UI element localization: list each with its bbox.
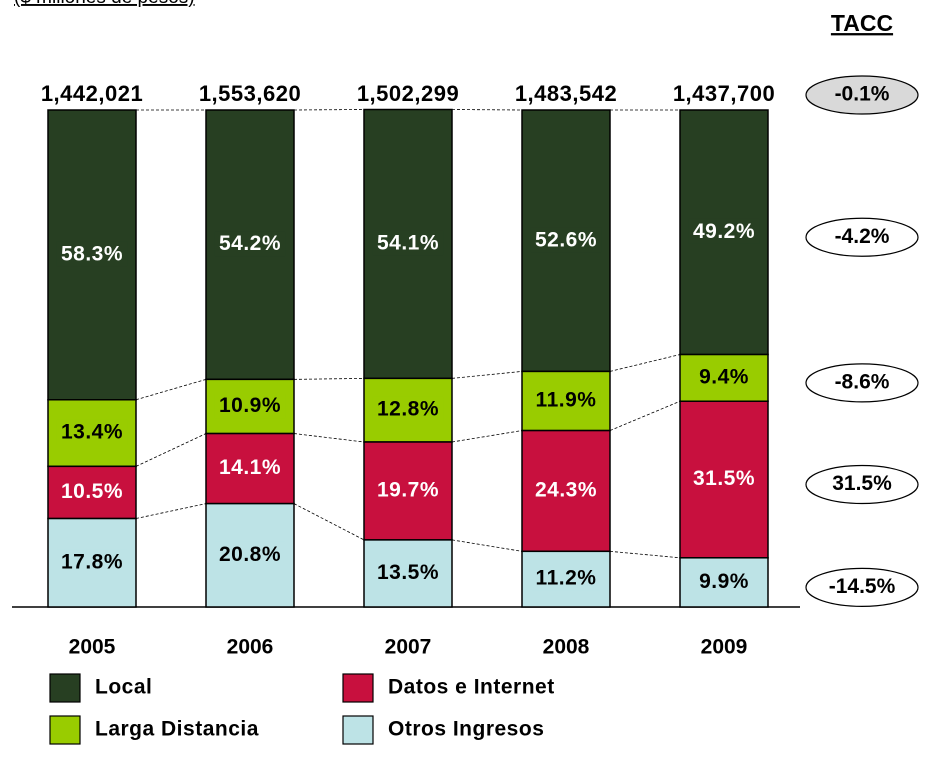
total-label: 1,442,021 [41,81,143,106]
data-label: 13.5% [377,561,439,584]
data-label: 24.3% [535,478,597,501]
legend-label: Larga Distancia [95,718,259,741]
data-label: 10.9% [219,394,281,417]
data-label: 9.9% [699,570,749,593]
connector [136,379,206,399]
data-label: 19.7% [377,478,439,501]
data-label: 13.4% [61,421,123,444]
data-label: 49.2% [693,220,755,243]
subtitle: ($ millones de pesos) [14,0,195,8]
data-label: 12.8% [377,398,439,421]
legend-swatch [343,674,373,702]
connector [610,401,680,430]
legend-swatch [50,716,80,744]
connector [294,504,364,540]
connector [136,504,206,519]
legend-label: Datos e Internet [388,676,555,699]
tacc-label: 31.5% [832,472,892,495]
connector [452,540,522,551]
data-label: 54.1% [377,231,439,254]
legend-swatch [50,674,80,702]
tacc-label: -0.1% [835,83,890,106]
connector [294,378,364,379]
data-label: 11.9% [536,389,597,412]
legend-label: Local [95,676,152,699]
data-label: 58.3% [61,242,123,265]
data-label: 17.8% [61,550,123,573]
connector [136,434,206,467]
total-label: 1,553,620 [199,81,301,106]
data-label: 14.1% [219,456,281,479]
data-label: 10.5% [61,480,123,503]
data-label: 52.6% [535,228,597,251]
tacc-label: -4.2% [835,225,890,248]
legend-swatch [343,716,373,744]
data-label: 31.5% [693,467,755,490]
data-label: 20.8% [219,543,281,566]
total-label: 1,483,542 [515,81,617,106]
connector [294,434,364,442]
x-tick-label: 2006 [227,636,274,659]
connector [452,431,522,442]
total-label: 1,437,700 [673,81,775,106]
connector [452,371,522,378]
legend-label: Otros Ingresos [388,718,544,741]
x-tick-label: 2009 [701,636,748,659]
x-tick-label: 2007 [385,636,432,659]
connector [610,355,680,372]
x-tick-label: 2008 [543,636,590,659]
tacc-label: -8.6% [835,370,890,393]
x-tick-label: 2005 [69,636,116,659]
tacc-title: TACC [831,10,893,36]
total-label: 1,502,299 [357,81,459,106]
data-label: 54.2% [219,232,281,255]
tacc-label: -14.5% [829,575,896,598]
data-label: 9.4% [699,365,749,388]
data-label: 11.2% [536,567,597,590]
connector [610,551,680,557]
